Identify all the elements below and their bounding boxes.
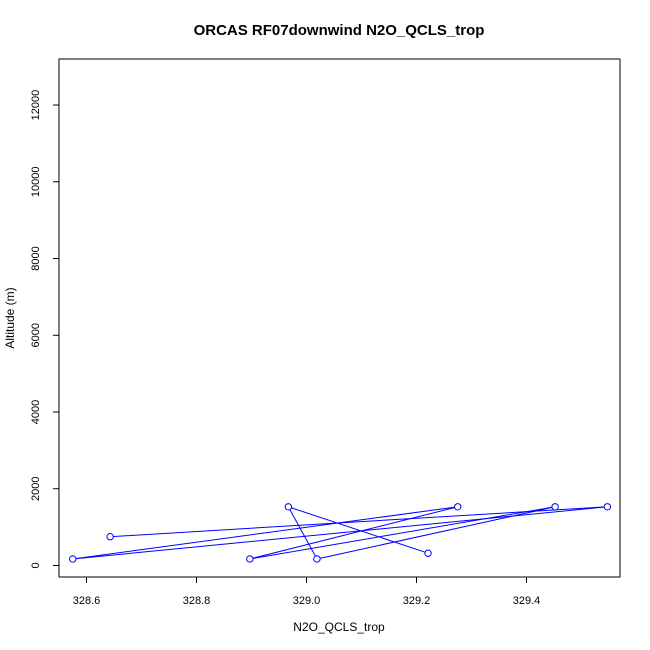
series-line-segment bbox=[249, 506, 556, 560]
series-line-segment bbox=[288, 506, 429, 554]
y-tick-label: 10000 bbox=[30, 166, 42, 197]
y-tick-label: 12000 bbox=[30, 90, 42, 121]
y-tick-label: 8000 bbox=[30, 246, 42, 270]
x-tick-label: 328.8 bbox=[183, 595, 211, 607]
data-point bbox=[69, 555, 77, 563]
plot-area-border bbox=[58, 58, 621, 578]
x-axis-label: N2O_QCLS_trop bbox=[293, 620, 385, 634]
series-points bbox=[69, 503, 612, 563]
y-tick-label: 0 bbox=[30, 562, 42, 568]
data-point bbox=[424, 549, 432, 557]
data-point bbox=[284, 503, 293, 511]
data-point bbox=[551, 503, 559, 511]
series-line-segment bbox=[72, 506, 608, 560]
data-point bbox=[454, 503, 462, 511]
y-tick-label: 2000 bbox=[30, 477, 42, 501]
y-tick-label: 4000 bbox=[30, 400, 42, 424]
series-line-segment bbox=[316, 506, 556, 560]
data-point bbox=[106, 533, 114, 541]
x-tick-label: 329.4 bbox=[513, 595, 541, 607]
x-tick-label: 329.0 bbox=[293, 595, 321, 607]
data-point bbox=[313, 555, 321, 563]
series-line-segment bbox=[287, 506, 318, 560]
y-axis-label: Altitude (m) bbox=[3, 287, 17, 348]
series-line-segment bbox=[72, 506, 458, 560]
data-point bbox=[603, 503, 612, 511]
x-tick-label: 329.2 bbox=[403, 595, 431, 607]
chart-title: ORCAS RF07downwind N2O_QCLS_trop bbox=[194, 22, 485, 39]
series-lines bbox=[72, 506, 608, 560]
y-tick-label: 6000 bbox=[30, 323, 42, 347]
x-axis: 328.6 328.8 329.0 329.2 329.4 bbox=[73, 577, 541, 607]
series-line-segment bbox=[249, 506, 458, 560]
data-point bbox=[246, 555, 254, 563]
y-axis: 0 2000 4000 6000 8000 10000 12000 bbox=[30, 90, 59, 569]
x-tick-label: 328.6 bbox=[73, 595, 101, 607]
